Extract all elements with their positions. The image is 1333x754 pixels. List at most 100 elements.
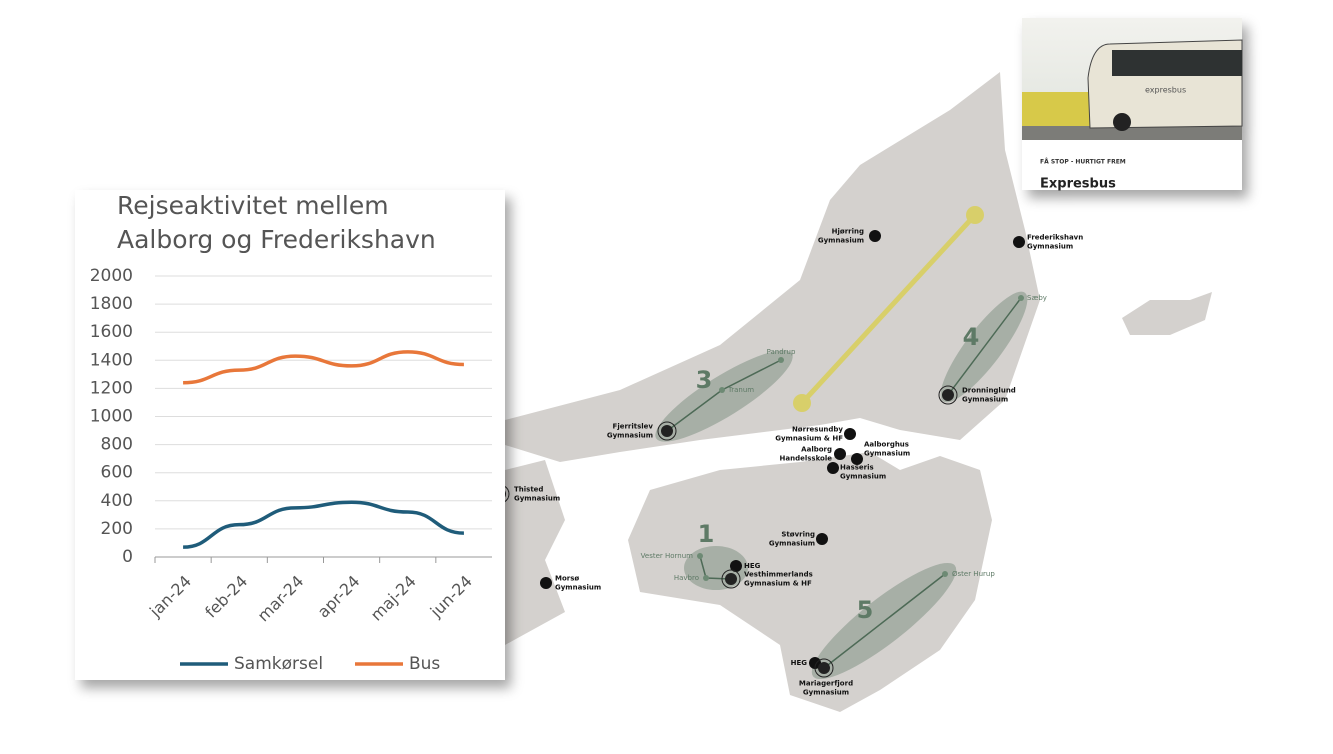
place-label: Mariagerfjord — [799, 680, 853, 688]
legend-label: Bus — [409, 654, 440, 674]
place-label: Tranum — [727, 386, 754, 394]
place-label: Gymnasium — [1027, 243, 1073, 251]
stop-dot — [778, 357, 784, 363]
place-label: Gymnasium — [803, 689, 849, 697]
chart-title: Aalborg og Frederikshavn — [117, 225, 436, 254]
card-title: Expresbus — [1040, 177, 1116, 192]
place-label: Dronninglund — [962, 387, 1016, 395]
place-label: Pandrup — [767, 348, 796, 356]
place-label: Gymnasium & HF — [744, 580, 812, 588]
school-ring — [938, 385, 958, 405]
place-label: Vester Hornum — [641, 552, 694, 560]
road — [1022, 126, 1242, 140]
y-tick-label: 1000 — [90, 407, 133, 427]
place-label: Thisted — [514, 486, 543, 494]
y-tick-label: 800 — [101, 435, 133, 455]
school-dot — [834, 448, 846, 460]
place-label: Aalborghus — [864, 441, 909, 449]
school-dot — [844, 428, 856, 440]
y-tick-label: 1600 — [90, 322, 133, 342]
school-dot — [1013, 236, 1025, 248]
expresbus-stop — [793, 394, 811, 412]
school-ring — [657, 421, 677, 441]
card[interactable]: expresbus FÅ STOP - HURTIGT FREM Expresb… — [1022, 18, 1243, 192]
school-dot — [725, 573, 737, 585]
place-label: Gymnasium — [864, 450, 910, 458]
expresbus-stop — [966, 206, 984, 224]
chart-title: Rejseaktivitet mellem — [117, 191, 389, 220]
legend-label: Samkørsel — [234, 654, 323, 674]
school-dot — [851, 453, 863, 465]
place-label: Handelsskole — [780, 455, 833, 463]
map — [505, 72, 1212, 712]
place-label: Aalborg — [801, 446, 832, 454]
series-line — [183, 500, 464, 549]
route-line — [823, 573, 946, 669]
place-label: Nørresundby — [792, 426, 843, 434]
stop-dot — [942, 571, 948, 577]
expresbus-line — [800, 213, 977, 405]
school-dot — [661, 425, 673, 437]
place-label: Frederikshavn — [1027, 234, 1083, 242]
fjord — [769, 433, 931, 455]
y-tick-label: 2000 — [90, 266, 133, 286]
school-dot — [730, 560, 742, 572]
land-laeso — [1122, 292, 1212, 335]
place-label: Øster Hurup — [952, 570, 995, 578]
place-label: Gymnasium — [769, 540, 815, 548]
place-label: Morsø — [555, 575, 579, 583]
school-dot — [942, 389, 954, 401]
y-tick-label: 0 — [122, 547, 133, 567]
school-dot — [809, 657, 821, 669]
stop-dot — [703, 575, 709, 581]
school-dot — [827, 462, 839, 474]
place-label: HEG — [744, 562, 761, 570]
land-vendsyssel — [505, 72, 1040, 462]
wheel — [1113, 113, 1131, 131]
y-tick-label: 1800 — [90, 294, 133, 314]
place-label: Hjørring — [832, 228, 864, 236]
place-label: HEG — [791, 659, 808, 667]
route-number: 3 — [696, 366, 713, 394]
place-label: Gymnasium — [818, 237, 864, 245]
y-tick-label: 600 — [101, 463, 133, 483]
y-tick-label: 1400 — [90, 350, 133, 370]
place-label: Sæby — [1027, 294, 1047, 302]
place-label: Havbro — [674, 574, 699, 582]
y-tick-label: 1200 — [90, 378, 133, 398]
school-dot — [540, 577, 552, 589]
school-dot — [816, 533, 828, 545]
place-label: Gymnasium — [840, 473, 886, 481]
school-ring — [721, 569, 741, 589]
route-number: 5 — [857, 596, 874, 624]
place-label: Hasseris — [840, 464, 874, 472]
chart-panel — [75, 190, 505, 680]
place-label: Gymnasium — [962, 396, 1008, 404]
land-himmerland — [628, 452, 992, 712]
place-label: Gymnasium — [607, 432, 653, 440]
bus-windows — [1112, 50, 1242, 76]
school-dot — [818, 662, 830, 674]
stop-dot — [719, 387, 725, 393]
route-number: 4 — [963, 323, 980, 351]
route-line — [947, 297, 1022, 396]
stop-dot — [697, 553, 703, 559]
card-kicker: FÅ STOP - HURTIGT FREM — [1040, 159, 1126, 166]
y-tick-label: 400 — [101, 491, 133, 511]
school-ring — [814, 658, 834, 678]
bus-text: expresbus — [1145, 86, 1186, 95]
series-line — [183, 350, 464, 385]
chart: Rejseaktivitet mellem Aalborg og Frederi… — [75, 190, 505, 680]
place-label: Gymnasium — [555, 584, 601, 592]
place-label: Gymnasium & HF — [775, 435, 843, 443]
stop-dot — [1018, 295, 1024, 301]
land-west — [505, 460, 565, 645]
place-label: Fjerritslev — [613, 423, 654, 431]
place-label: Støvring — [781, 531, 815, 539]
place-label: Vesthimmerlands — [744, 571, 813, 579]
route-number: 1 — [698, 520, 715, 548]
school-dot — [869, 230, 881, 242]
